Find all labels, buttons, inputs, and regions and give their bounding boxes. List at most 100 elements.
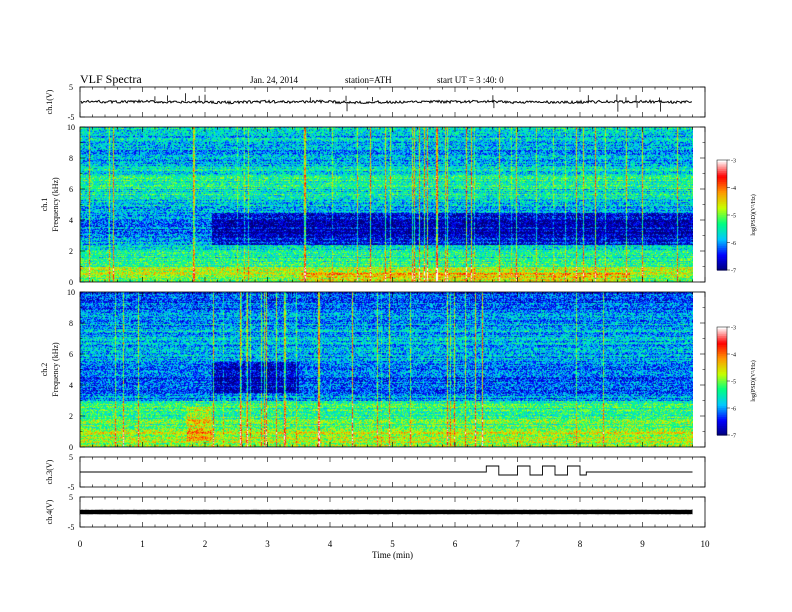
colorbar-segment bbox=[717, 352, 727, 355]
colorbar-segment bbox=[717, 334, 727, 337]
colorbar-segment bbox=[717, 363, 727, 366]
colorbar-tick-label: -5 bbox=[731, 214, 736, 220]
x-tick-label: 7 bbox=[515, 539, 520, 549]
y-tick-label: 6 bbox=[69, 185, 73, 194]
x-tick-label: 3 bbox=[265, 539, 270, 549]
colorbar-segment bbox=[717, 200, 727, 203]
y-axis-label: Frequency (kHz) bbox=[51, 177, 60, 232]
colorbar-segment bbox=[717, 429, 727, 432]
colorbar-segment bbox=[717, 393, 727, 396]
colorbar-segment bbox=[717, 165, 727, 168]
colorbar-segment bbox=[717, 418, 727, 422]
date-label: Jan. 24, 2014 bbox=[250, 75, 298, 85]
colorbar-segment bbox=[717, 328, 727, 332]
colorbar-segment bbox=[717, 193, 727, 196]
colorbar-segment bbox=[717, 343, 727, 346]
colorbar-segment bbox=[717, 185, 727, 189]
colorbar-segment bbox=[717, 420, 727, 423]
y-axis-label: ch.1(V) bbox=[45, 89, 54, 114]
colorbar-segment bbox=[717, 224, 727, 227]
y-axis-label: ch.3(V) bbox=[45, 459, 54, 484]
colorbar-segment bbox=[717, 194, 727, 198]
ch1-trace bbox=[80, 99, 692, 105]
colorbar-label: log(PSD)(V²/Hz) bbox=[750, 194, 757, 235]
colorbar-segment bbox=[717, 180, 727, 183]
colorbar-segment bbox=[717, 391, 727, 395]
colorbar-tick-label: -7 bbox=[731, 434, 736, 440]
colorbar-segment bbox=[717, 433, 727, 436]
y-tick-label: 6 bbox=[69, 350, 73, 359]
colorbar-segment bbox=[717, 361, 727, 364]
colorbar-segment bbox=[717, 341, 727, 344]
x-tick-label: 1 bbox=[140, 539, 145, 549]
colorbar-segment bbox=[717, 381, 727, 384]
colorbar-segment bbox=[717, 330, 727, 333]
colorbar-segment bbox=[717, 196, 727, 200]
station-label: station=ATH bbox=[345, 75, 392, 85]
colorbar-segment bbox=[717, 345, 727, 348]
colorbar-segment bbox=[717, 266, 727, 269]
colorbar-segment bbox=[717, 406, 727, 409]
colorbar-segment bbox=[717, 161, 727, 165]
colorbar-segment bbox=[717, 411, 727, 414]
colorbar-segment bbox=[717, 366, 727, 369]
colorbar-segment bbox=[717, 364, 727, 368]
colorbar-segment bbox=[717, 233, 727, 236]
colorbar-segment bbox=[717, 370, 727, 373]
y-axis-label: Frequency (kHz) bbox=[51, 342, 60, 397]
colorbar-segment bbox=[717, 183, 727, 187]
colorbar-segment bbox=[717, 400, 727, 404]
colorbar-segment bbox=[717, 215, 727, 218]
colorbar-segment bbox=[717, 160, 727, 163]
y-axis-label: ch.4(V) bbox=[45, 499, 54, 524]
colorbar-segment bbox=[717, 220, 727, 223]
colorbar-segment bbox=[717, 163, 727, 167]
colorbar-segment bbox=[717, 237, 727, 240]
y-tick-label: 2 bbox=[69, 247, 73, 256]
colorbar-tick-label: -4 bbox=[731, 186, 736, 192]
colorbar-segment bbox=[717, 384, 727, 387]
colorbar-segment bbox=[717, 402, 727, 405]
colorbar-segment bbox=[717, 204, 727, 207]
colorbar-segment bbox=[717, 198, 727, 201]
colorbar-tick-label: -6 bbox=[731, 241, 736, 247]
x-tick-label: 6 bbox=[453, 539, 458, 549]
colorbar-segment bbox=[717, 226, 727, 229]
colorbar-segment bbox=[717, 339, 727, 342]
start-time-label: start UT = 3 :40: 0 bbox=[437, 75, 504, 85]
colorbar-segment bbox=[717, 397, 727, 400]
colorbar-segment bbox=[717, 246, 727, 249]
colorbar-segment bbox=[717, 390, 727, 393]
colorbar-segment bbox=[717, 413, 727, 416]
colorbar-segment bbox=[717, 222, 727, 225]
colorbar-segment bbox=[717, 355, 727, 359]
colorbar-segment bbox=[717, 359, 727, 362]
colorbar-segment bbox=[717, 249, 727, 253]
colorbar-segment bbox=[717, 431, 727, 434]
colorbar-tick-label: -3 bbox=[731, 159, 736, 165]
colorbar-segment bbox=[717, 409, 727, 413]
colorbar-segment bbox=[717, 262, 727, 266]
colorbar-label: log(PSD)(V²/Hz) bbox=[750, 360, 757, 401]
colorbar-segment bbox=[717, 388, 727, 391]
y-tick-label: 10 bbox=[67, 123, 75, 132]
colorbar-segment bbox=[717, 350, 727, 353]
colorbar-segment bbox=[717, 257, 727, 260]
colorbar-segment bbox=[717, 426, 727, 429]
x-tick-label: 2 bbox=[203, 539, 208, 549]
colorbar-segment bbox=[717, 354, 727, 357]
y-tick-label: 10 bbox=[67, 288, 75, 297]
colorbar-segment bbox=[717, 379, 727, 382]
colorbar-segment bbox=[717, 238, 727, 242]
colorbar-segment bbox=[717, 209, 727, 212]
colorbar-segment bbox=[717, 229, 727, 233]
colorbar-segment bbox=[717, 268, 727, 271]
y-tick-label: -5 bbox=[68, 113, 75, 122]
colorbar-segment bbox=[717, 216, 727, 220]
colorbar-segment bbox=[717, 348, 727, 351]
colorbar-segment bbox=[717, 415, 727, 418]
colorbar-segment bbox=[717, 202, 727, 205]
colorbar-segment bbox=[717, 417, 727, 420]
y-tick-label: -5 bbox=[68, 483, 75, 492]
